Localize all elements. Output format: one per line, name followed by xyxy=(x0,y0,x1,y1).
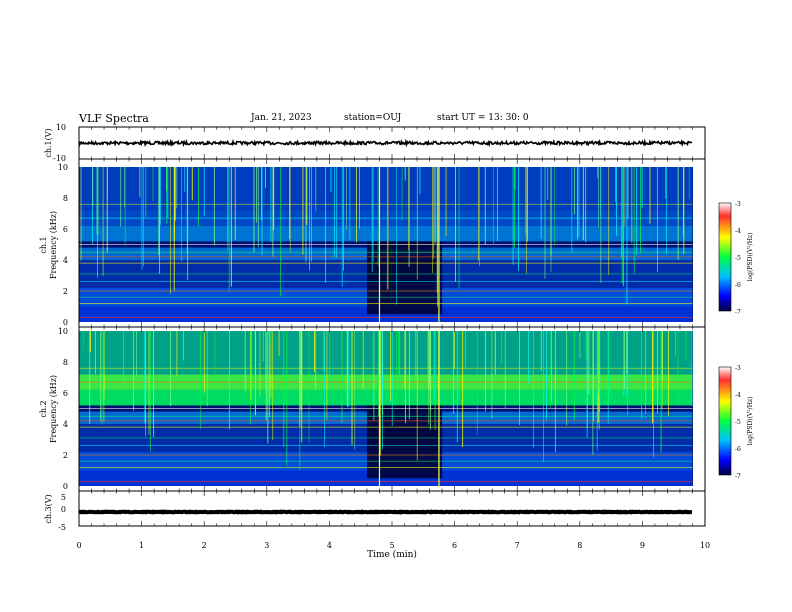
ch2-cb-tick-m7: -7 xyxy=(735,473,741,480)
ch2-freq-tick-2: 2 xyxy=(63,451,68,460)
header-start-time: start UT = 13: 30: 0 xyxy=(437,113,529,123)
x-axis-label: Time (min) xyxy=(367,549,417,560)
ch1-colorbar-label: log(PSD)(V²/Hz) xyxy=(747,233,754,282)
ch2-freq-tick-4: 4 xyxy=(63,420,68,429)
x-tick-label: 8 xyxy=(577,541,582,550)
header-date: Jan. 21, 2023 xyxy=(251,113,312,123)
ch2-colorbar-label: log(PSD)(V²/Hz) xyxy=(747,397,754,446)
ch1-cb-tick-m4: -4 xyxy=(735,228,741,235)
ch1-cb-tick-m7: -7 xyxy=(735,309,741,316)
ch1-freq-tick-10: 10 xyxy=(58,163,68,172)
ch1-spectrogram-image xyxy=(79,167,693,322)
ch1-cb-tick-m6: -6 xyxy=(735,282,741,289)
ch3-ylabel: ch.3(V) xyxy=(44,494,53,523)
ch1-waveform-trace xyxy=(78,138,693,148)
ylabel-line: ch.1 xyxy=(39,236,48,253)
x-tick-label: 9 xyxy=(640,541,645,550)
ch2-freq-tick-0: 0 xyxy=(63,482,68,491)
ch1-ylabel: ch.1(V) xyxy=(44,128,53,157)
x-tick-label: 7 xyxy=(515,541,520,550)
spectral-band xyxy=(79,225,693,242)
ch1-cb-tick-m5: -5 xyxy=(735,255,741,262)
ch1-waveform-panel: 10 -10 ch.1(V) xyxy=(44,123,706,163)
x-tick-label: 0 xyxy=(76,541,81,550)
ch2-cb-tick-m4: -4 xyxy=(735,392,741,399)
ch1-ytick-top: 10 xyxy=(56,123,66,132)
ch1-freq-tick-2: 2 xyxy=(63,287,68,296)
x-tick-label: 5 xyxy=(389,541,394,550)
x-tick-label: 1 xyxy=(139,541,144,550)
spectral-band xyxy=(79,389,693,406)
ch3-waveform-panel: 5 0 -5 ch.3(V) xyxy=(44,490,706,532)
ch2-freq-tick-6: 6 xyxy=(63,389,68,398)
ch1-spectrogram-panel: 10 8 6 4 2 0 ch.1Frequency (kHz) xyxy=(39,158,706,328)
ch1-ytick-bottom: -10 xyxy=(53,154,66,163)
ch3-ytick-top: 5 xyxy=(61,493,66,502)
ch1-colorbar-gradient xyxy=(718,202,732,312)
ch2-freq-ylabel: ch.2Frequency (kHz) xyxy=(39,375,58,443)
ch3-waveform-trace xyxy=(78,509,693,515)
header-station: station=OUJ xyxy=(344,113,402,123)
ylabel-line: ch.2 xyxy=(39,400,48,417)
ch1-freq-tick-6: 6 xyxy=(63,225,68,234)
ch1-freq-tick-8: 8 xyxy=(63,194,68,203)
x-axis-ticks xyxy=(78,127,706,526)
ch2-cb-tick-m6: -6 xyxy=(735,446,741,453)
x-tick-label: 6 xyxy=(452,541,457,550)
x-tick-label: 2 xyxy=(202,541,207,550)
ch2-cb-tick-m5: -5 xyxy=(735,419,741,426)
ch2-spectrogram-panel: 10 8 6 4 2 0 ch.2Frequency (kHz) xyxy=(39,326,706,492)
x-axis-tick-labels: 0 1 2 3 4 5 6 7 8 9 10 xyxy=(76,541,710,550)
ch2-freq-tick-8: 8 xyxy=(63,358,68,367)
ch2-colorbar-gradient xyxy=(718,366,732,476)
figure-title: VLF Spectra xyxy=(79,112,149,125)
ch2-freq-tick-10: 10 xyxy=(58,327,68,336)
x-tick-label: 10 xyxy=(700,541,710,550)
ch1-freq-tick-0: 0 xyxy=(63,318,68,327)
ch3-ytick-zero: 0 xyxy=(61,505,66,514)
spectral-band xyxy=(79,331,693,375)
x-tick-label: 3 xyxy=(264,541,269,550)
ch1-freq-tick-4: 4 xyxy=(63,256,68,265)
ch3-ytick-bottom: -5 xyxy=(58,523,66,532)
ch1-colorbar: -3 -4 -5 -6 -7 log(PSD)(V²/Hz) xyxy=(718,201,754,316)
ch2-spectrogram-image xyxy=(79,331,693,486)
x-tick-label: 4 xyxy=(327,541,332,550)
ch1-freq-ylabel: ch.1Frequency (kHz) xyxy=(39,211,58,279)
ylabel-line: Frequency (kHz) xyxy=(49,375,58,443)
ylabel-line: Frequency (kHz) xyxy=(49,211,58,279)
ch1-cb-tick-m3: -3 xyxy=(735,201,741,208)
ch2-colorbar: -3 -4 -5 -6 -7 log(PSD)(V²/Hz) xyxy=(718,365,754,480)
ch3-waveform-frame xyxy=(78,490,706,527)
ch2-cb-tick-m3: -3 xyxy=(735,365,741,372)
